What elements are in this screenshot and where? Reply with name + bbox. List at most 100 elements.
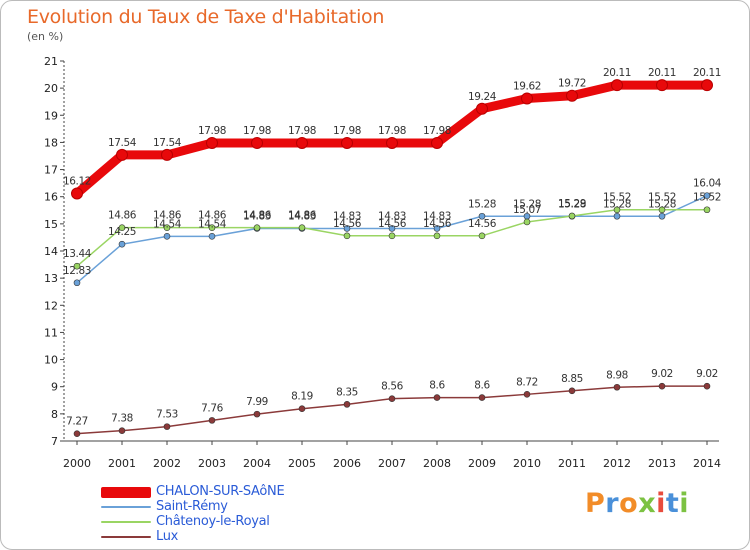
data-label: 15.28 <box>513 198 541 210</box>
series-point-0 <box>566 89 578 102</box>
series-point-2 <box>388 232 396 240</box>
data-label: 15.28 <box>603 198 631 210</box>
legend-swatch <box>101 506 151 508</box>
data-label: 14.86 <box>243 210 272 222</box>
series-point-2 <box>73 262 81 270</box>
x-tick-label: 2002 <box>153 457 181 470</box>
data-label: 17.98 <box>288 125 316 137</box>
series-point-1 <box>343 225 351 232</box>
series-point-0 <box>611 79 623 92</box>
x-tick-label: 2001 <box>108 457 136 470</box>
series-point-1 <box>613 212 621 220</box>
data-label: 16.12 <box>63 175 91 187</box>
series-point-3 <box>388 395 396 402</box>
data-label: 19.62 <box>513 80 541 92</box>
series-point-0 <box>206 136 218 149</box>
data-label: 14.83 <box>243 210 271 222</box>
data-label: 19.72 <box>558 78 586 90</box>
x-tick-label: 2008 <box>423 457 451 470</box>
y-tick-label: 17 <box>44 164 58 177</box>
x-tick-label: 2004 <box>243 457 271 470</box>
legend-swatch <box>101 521 151 523</box>
series-point-2 <box>478 232 486 240</box>
data-label: 14.86 <box>153 210 182 222</box>
series-point-2 <box>343 232 351 240</box>
brand-letter: t <box>665 488 680 519</box>
data-label: 14.56 <box>423 218 452 230</box>
brand-logo: Proxiti <box>585 488 689 519</box>
y-tick-label: 19 <box>44 109 58 122</box>
x-tick-label: 2013 <box>648 457 676 470</box>
x-tick-label: 2011 <box>558 457 586 470</box>
series-point-2 <box>658 206 666 214</box>
data-label: 14.83 <box>288 210 316 222</box>
series-point-1 <box>658 212 666 220</box>
series-point-0 <box>71 187 83 200</box>
chart-unit-label: (en %) <box>27 30 64 43</box>
x-tick-label: 2003 <box>198 457 226 470</box>
series-point-3 <box>523 391 531 398</box>
series-point-2 <box>613 206 621 214</box>
data-label: 9.02 <box>696 368 718 380</box>
data-label: 14.54 <box>153 218 182 230</box>
data-label: 14.56 <box>333 218 362 230</box>
brand-letter: r <box>605 488 620 519</box>
series-point-3 <box>163 423 171 430</box>
series-point-2 <box>433 232 441 240</box>
y-tick-label: 13 <box>44 272 58 285</box>
y-tick-label: 9 <box>51 381 58 394</box>
x-tick-label: 2006 <box>333 457 361 470</box>
series-point-3 <box>73 430 81 437</box>
series-point-3 <box>433 394 441 401</box>
data-label: 14.83 <box>378 210 406 222</box>
legend-label: Châtenoy-le-Royal <box>156 514 270 529</box>
data-label: 17.98 <box>333 125 361 137</box>
series-point-1 <box>703 192 711 199</box>
data-label: 15.28 <box>558 198 586 210</box>
series-point-3 <box>658 382 666 390</box>
legend-swatch <box>101 487 151 498</box>
data-label: 8.6 <box>474 380 490 392</box>
series-point-3 <box>568 387 576 395</box>
series-point-0 <box>341 136 353 149</box>
legend-label: Saint-Rémy <box>156 499 228 514</box>
data-label: 7.53 <box>156 409 178 421</box>
data-label: 20.11 <box>648 67 676 79</box>
data-label: 8.85 <box>561 373 583 385</box>
series-point-1 <box>163 233 171 240</box>
series-point-0 <box>296 136 308 149</box>
data-label: 15.29 <box>558 198 586 210</box>
data-label: 8.19 <box>291 391 313 403</box>
series-point-3 <box>613 383 621 391</box>
series-point-0 <box>431 136 443 149</box>
data-label: 12.83 <box>63 265 91 277</box>
data-label: 15.52 <box>648 192 676 204</box>
series-point-3 <box>253 410 261 418</box>
data-label: 17.54 <box>153 137 182 149</box>
series-point-1 <box>73 279 81 287</box>
series-point-3 <box>703 382 711 390</box>
series-point-3 <box>478 394 486 401</box>
data-label: 14.86 <box>288 210 317 222</box>
data-label: 15.52 <box>603 192 631 204</box>
series-point-2 <box>523 218 531 226</box>
data-label: 20.11 <box>693 67 721 79</box>
series-point-0 <box>161 148 173 161</box>
data-label: 8.98 <box>606 369 628 381</box>
y-tick-label: 21 <box>44 55 58 68</box>
data-label: 16.04 <box>693 178 722 190</box>
data-label: 17.98 <box>243 125 271 137</box>
series-point-0 <box>476 102 488 115</box>
series-point-1 <box>208 233 216 240</box>
data-label: 14.83 <box>423 210 451 222</box>
data-label: 17.98 <box>378 125 406 137</box>
series-point-0 <box>656 79 668 92</box>
series-point-1 <box>118 240 126 248</box>
data-label: 19.24 <box>468 91 497 103</box>
chart-title: Evolution du Taux de Taxe d'Habitation <box>27 6 385 28</box>
data-label: 8.56 <box>381 381 403 393</box>
data-label: 7.99 <box>246 396 268 408</box>
data-label: 14.56 <box>468 218 497 230</box>
data-label: 17.54 <box>108 137 137 149</box>
